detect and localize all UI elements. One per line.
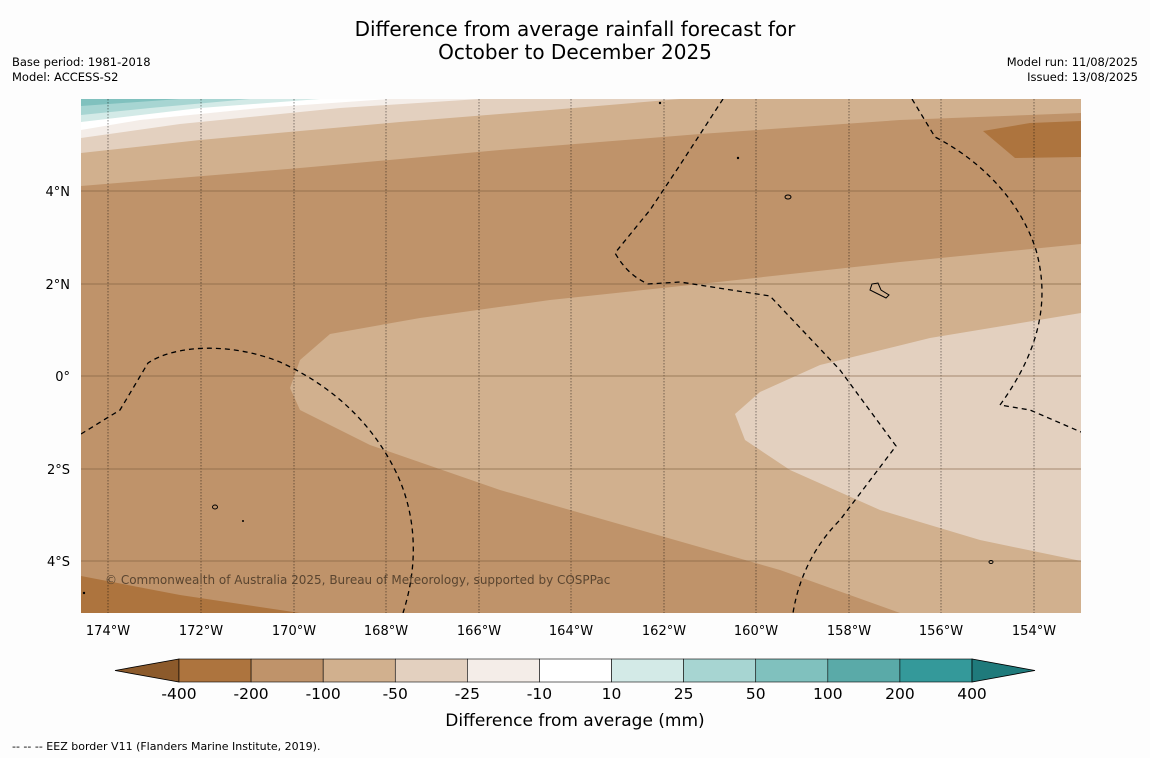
issued-date: Issued: 13/08/2025 (1027, 70, 1138, 84)
island-1 (784, 194, 792, 200)
model-name: Model: ACCESS-S2 (12, 70, 119, 84)
colorbar-segment (611, 658, 684, 683)
central-tongue-50 (735, 313, 1081, 561)
lat-label-2s: 2°S (47, 463, 70, 478)
islands (212, 194, 994, 564)
lon-label-170w: 170°W (272, 624, 316, 639)
lon-label-154w: 154°W (1012, 624, 1056, 639)
nw-band-pos50 (81, 99, 180, 106)
base-period: Base period: 1981-2018 (12, 55, 151, 69)
sw-patch-200 (81, 576, 300, 613)
colorbar (114, 658, 1036, 683)
map-title: Difference from average rainfall forecas… (0, 18, 1150, 64)
lon-label-156w: 156°W (919, 624, 963, 639)
lat-label-2n: 2°N (46, 278, 71, 293)
lon-label-166w: 166°W (457, 624, 501, 639)
colorbar-tick-label: 25 (674, 685, 694, 703)
island-3 (212, 504, 218, 510)
lon-label-160w: 160°W (734, 624, 778, 639)
copyright-note: © Commonwealth of Australia 2025, Bureau… (105, 573, 610, 587)
colorbar-tick-label: -100 (306, 685, 341, 703)
meta-left: Base period: 1981-2018 Model: ACCESS-S2 (12, 55, 151, 85)
lon-label-164w: 164°W (549, 624, 593, 639)
meta-right: Model run: 11/08/2025 Issued: 13/08/2025 (1007, 55, 1138, 85)
colorbar-segment (467, 658, 540, 683)
colorbar-segment (899, 658, 973, 683)
colorbar-tick-label: 200 (885, 685, 915, 703)
island-2 (869, 282, 890, 299)
eez-border-central (614, 99, 897, 613)
latitude-gridlines (81, 190, 1081, 562)
eez-border-east (911, 99, 1081, 433)
colorbar-tick-label: 10 (602, 685, 622, 703)
colorbar-title: Difference from average (mm) (445, 711, 704, 731)
colorbar-tick-label: -400 (161, 685, 196, 703)
colorbar-segment (539, 658, 612, 683)
colorbar-tick-label: 400 (957, 685, 987, 703)
longitude-labels: 174°W 172°W 170°W 168°W 166°W 164°W 162°… (86, 624, 1056, 639)
colorbar-tick-label: -25 (455, 685, 480, 703)
eez-border-west (81, 347, 414, 613)
title-line-2: October to December 2025 (438, 40, 712, 64)
lon-label-172w: 172°W (179, 624, 223, 639)
colorbar-segment (322, 658, 396, 683)
atolls (82, 101, 740, 595)
lon-label-168w: 168°W (364, 624, 408, 639)
central-tongue-100 (290, 244, 1081, 613)
colorbar-extend-high (971, 658, 1036, 683)
eez-footnote: -- -- -- EEZ border V11 (Flanders Marine… (12, 740, 321, 753)
lon-label-158w: 158°W (827, 624, 871, 639)
lat-label-4n: 4°N (46, 185, 71, 200)
colorbar-segment (250, 658, 324, 683)
rainfall-map: © Commonwealth of Australia 2025, Bureau… (81, 99, 1081, 613)
model-run: Model run: 11/08/2025 (1006, 55, 1138, 69)
colorbar-tick-label: -10 (527, 685, 552, 703)
colorbar-tick-label: 100 (813, 685, 843, 703)
lon-label-174w: 174°W (86, 624, 130, 639)
title-line-1: Difference from average rainfall forecas… (354, 17, 796, 41)
colorbar-tick-label: -50 (383, 685, 408, 703)
island-4 (988, 560, 994, 564)
colorbar-segment (827, 658, 901, 683)
colorbar-labels: -400 -200 -100 -50 -25 -10 10 25 50 100 200 400 (161, 685, 986, 703)
ne-patch-200 (983, 121, 1081, 158)
colorbar-extend-low (114, 658, 180, 683)
lat-label-0: 0° (55, 370, 70, 385)
eez-borders (81, 99, 1081, 613)
colorbar-segment (755, 658, 829, 683)
colorbar-tick-label: -200 (233, 685, 268, 703)
latitude-labels: 4°N 2°N 0° 2°S 4°S (46, 185, 71, 570)
colorbar-tick-label: 50 (746, 685, 766, 703)
colorbar-segment (683, 658, 757, 683)
lat-label-4s: 4°S (47, 555, 70, 570)
colorbar-segment (394, 658, 468, 683)
colorbar-segment (178, 658, 252, 683)
lon-label-162w: 162°W (642, 624, 686, 639)
